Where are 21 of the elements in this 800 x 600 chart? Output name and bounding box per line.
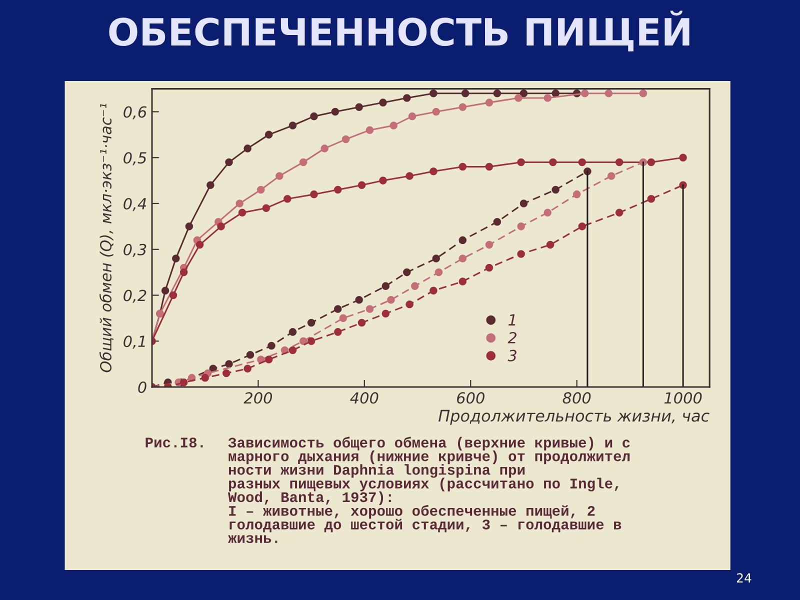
x-axis-title: Продолжительность жизни, час [438, 410, 710, 425]
y-tick-label: 0,3 [124, 244, 146, 257]
y-tick-label: 0,1 [124, 336, 145, 349]
x-tick-label: 400 [350, 392, 378, 404]
x-tick-label: 800 [562, 392, 591, 404]
text: Зависимость общего обмена (верхние кривые) и с марного дыхания (нижние кривче) от продолжител ности жизни Daphnia longispina при разных пищевых условиях (рассчитано по Ingle, Wood, Banta, 1937): I – животные, хорошо обеспеченные пищей, 2 голодавшие до шестой стадии, 3 – голодавшие в жизнь. [228, 436, 630, 544]
y-tick-label: 0 [138, 381, 146, 394]
text: 24 [736, 573, 752, 582]
y-tick-label: 0,2 [124, 290, 146, 303]
legend-label: 2 [508, 332, 516, 344]
x-tick-label: 600 [457, 392, 484, 404]
y-tick-label: 0,5 [124, 152, 146, 166]
text: Рис.I8. [146, 438, 203, 448]
chart-title: ОБЕСПЕЧЕННОСТЬ ПИЩЕЙ [109, 10, 690, 52]
y-axis-title: Общий обмен (Q), мкл·экз⁻¹·час⁻¹ [99, 104, 114, 372]
y-tick-label: 0,6 [124, 106, 146, 120]
x-tick-label: 1000 [664, 392, 702, 404]
x-tick-label: 200 [244, 392, 272, 404]
legend-label: 3 [508, 350, 516, 362]
y-tick-label: 0,4 [124, 198, 146, 212]
legend-label: 1 [508, 314, 516, 326]
